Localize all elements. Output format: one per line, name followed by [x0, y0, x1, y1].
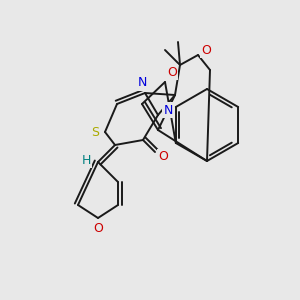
Text: S: S [91, 125, 99, 139]
Text: O: O [158, 151, 168, 164]
Text: H: H [81, 154, 91, 166]
Text: N: N [137, 76, 147, 89]
Text: O: O [93, 221, 103, 235]
Text: N: N [163, 103, 173, 116]
Text: O: O [167, 65, 177, 79]
Text: O: O [201, 44, 211, 56]
